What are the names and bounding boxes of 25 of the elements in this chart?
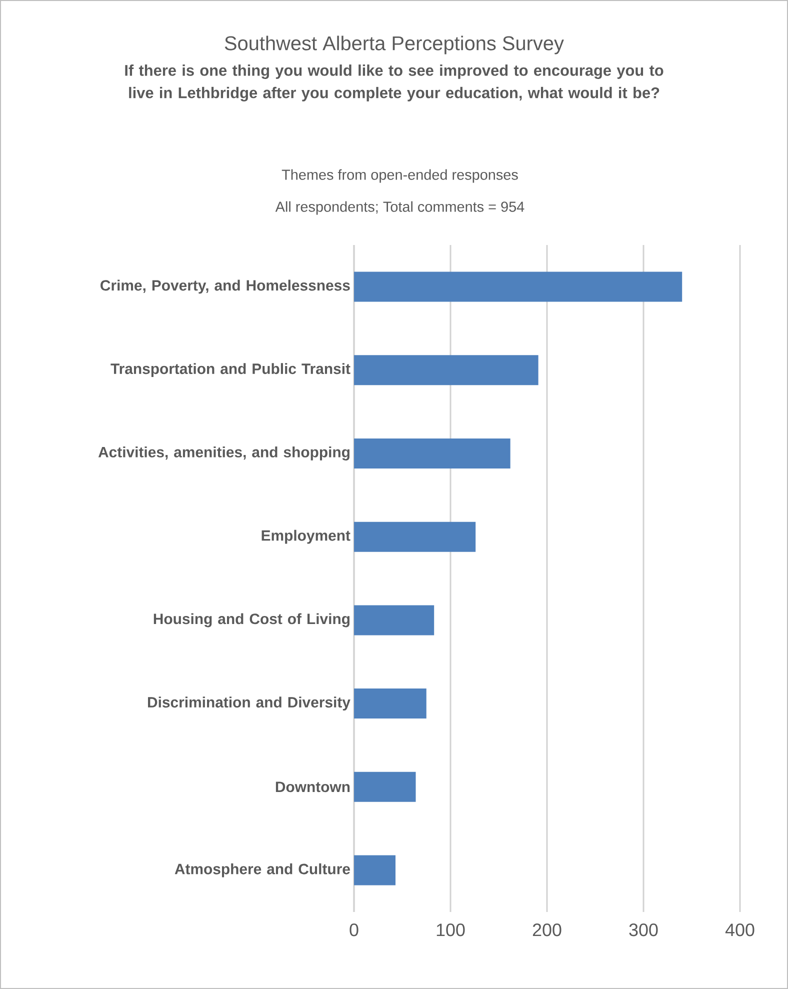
bar [354,522,476,552]
y-tick-label: Atmosphere and Culture [174,863,350,878]
x-tick-label: 0 [350,924,358,936]
x-tick-label: 300 [629,924,658,936]
bar [354,438,510,468]
text: Themes from open-ended responses [282,169,518,183]
y-tick-label: Housing and Cost of Living [154,613,350,628]
y-tick-label: Transportation and Public Transit [110,363,350,378]
bar [354,772,416,802]
y-tick-label: Downtown [276,782,350,792]
chart-title: Southwest Alberta Perceptions Survey [224,36,564,54]
chart-subtitle: If there is one thing you would like to see improved to encourage you to live in Lethbridge after you complete your education, what would it be? [125,64,664,102]
bar [354,688,426,719]
y-tick-label: Discrimination and Diversity [148,696,350,711]
y-tick-label: Crime, Poverty, and Homelessness [100,280,350,294]
bar [354,855,396,886]
x-tick-label: 400 [725,924,754,936]
x-tick-label: 100 [436,924,465,936]
y-tick-label: Activities, amenities, and shopping [98,446,350,460]
bar [354,272,682,302]
bar [354,355,538,386]
text: All respondents; Total comments = 954 [275,201,524,215]
x-tick-label: 200 [532,924,562,936]
y-tick-label: Employment [262,530,350,544]
bar [354,605,434,636]
